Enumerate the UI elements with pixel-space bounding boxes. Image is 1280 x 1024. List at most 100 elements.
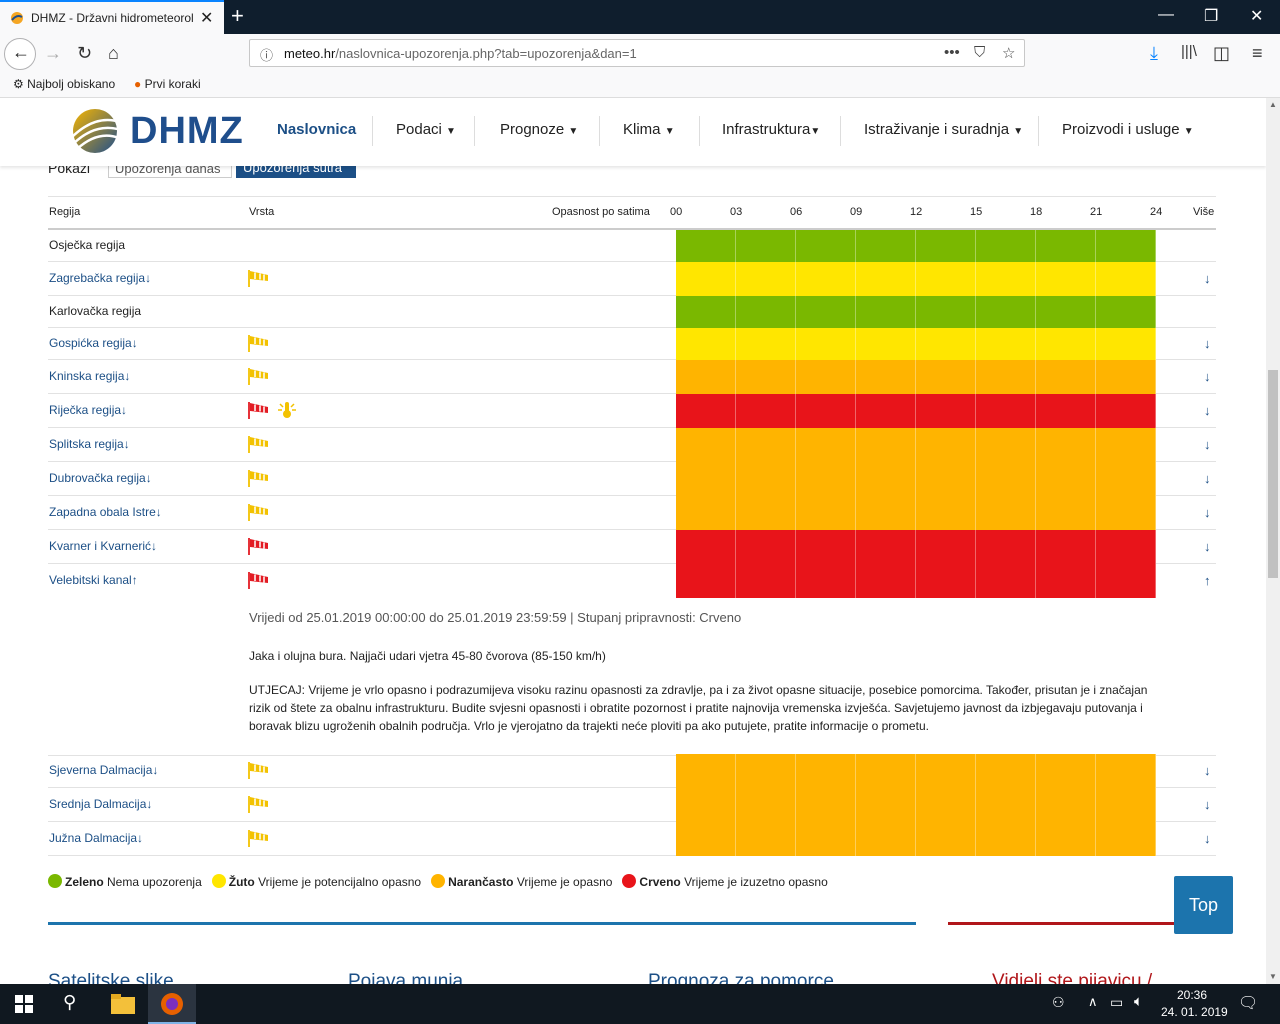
menu-prognoze[interactable]: Prognoze ▼ bbox=[500, 121, 579, 138]
home-icon[interactable]: ⌂ bbox=[108, 43, 119, 63]
expand-arrow-icon[interactable]: ↓ bbox=[1204, 271, 1211, 286]
region-name[interactable]: Kninska regija↓ bbox=[49, 369, 131, 383]
region-name[interactable]: Srednja Dalmacija↓ bbox=[49, 797, 153, 811]
menu-klima[interactable]: Klima ▼ bbox=[623, 121, 675, 138]
hour-segment bbox=[916, 788, 976, 822]
region-name[interactable]: Splitska regija↓ bbox=[49, 437, 130, 451]
table-row[interactable]: Zagrebačka regija↓ ↓ bbox=[48, 262, 1216, 296]
windows-start-icon[interactable] bbox=[15, 995, 33, 1013]
forward-icon[interactable]: → bbox=[44, 43, 62, 63]
menu-podaci[interactable]: Podaci ▼ bbox=[396, 121, 456, 138]
table-row[interactable]: Kninska regija↓ ↓ bbox=[48, 360, 1216, 394]
scrollbar-thumb[interactable] bbox=[1268, 370, 1278, 578]
region-name[interactable]: Kvarner i Kvarnerić↓ bbox=[49, 539, 158, 553]
window-close-icon[interactable]: ✕ bbox=[1250, 8, 1264, 25]
sidebar-icon[interactable]: ◫ bbox=[1213, 43, 1231, 63]
table-row[interactable]: Zapadna obala Istre↓ ↓ bbox=[48, 496, 1216, 530]
region-name[interactable]: Zagrebačka regija↓ bbox=[49, 271, 152, 285]
notifications-icon[interactable]: 🗨︎ bbox=[1238, 995, 1259, 1012]
region-name[interactable]: Zapadna obala Istre↓ bbox=[49, 505, 162, 519]
footer-sailors[interactable]: Prognoza za pomorce bbox=[648, 971, 834, 984]
file-explorer-icon[interactable] bbox=[111, 994, 135, 1014]
footer-lightning[interactable]: Pojava munja bbox=[348, 971, 464, 984]
hour-segment bbox=[796, 428, 856, 462]
expand-arrow-icon[interactable]: ↓ bbox=[1204, 369, 1211, 384]
page-actions-icon[interactable]: ••• bbox=[944, 44, 960, 61]
footer-waterspout[interactable]: Vidjeli ste pijavicu / bbox=[992, 971, 1153, 984]
back-button[interactable]: ← bbox=[4, 38, 36, 70]
people-icon[interactable]: ⚇ bbox=[1052, 994, 1065, 1010]
footer-satellite[interactable]: Satelitske slike bbox=[48, 971, 174, 984]
legend-dot-icon bbox=[211, 874, 226, 888]
region-name[interactable]: Riječka regija↓ bbox=[49, 403, 128, 417]
expand-arrow-icon[interactable]: ↓ bbox=[1204, 797, 1211, 812]
region-name[interactable]: Sjeverna Dalmacija↓ bbox=[49, 763, 159, 777]
table-row[interactable]: Velebitski kanal↑ ↑ bbox=[48, 564, 1216, 756]
table-row[interactable]: Južna Dalmacija↓ ↓ bbox=[48, 822, 1216, 856]
table-row[interactable]: Dubrovačka regija↓ ↓ bbox=[48, 462, 1216, 496]
expand-arrow-icon[interactable]: ↓ bbox=[1204, 471, 1211, 486]
hour-segment bbox=[1096, 788, 1156, 822]
download-icon[interactable]: ⤓ bbox=[1150, 43, 1158, 63]
region-name[interactable]: Dubrovačka regija↓ bbox=[49, 471, 152, 485]
table-row[interactable]: Srednja Dalmacija↓ ↓ bbox=[48, 788, 1216, 822]
region-name[interactable]: Južna Dalmacija↓ bbox=[49, 831, 144, 845]
page-scrollbar[interactable]: ▲ ▼ bbox=[1266, 98, 1280, 984]
region-name[interactable]: Velebitski kanal↑ bbox=[49, 573, 138, 587]
expand-arrow-icon[interactable]: ↓ bbox=[1204, 403, 1211, 418]
network-icon[interactable]: ▭ bbox=[1110, 994, 1124, 1010]
wind-sock-icon bbox=[248, 761, 270, 779]
clock-time[interactable]: 20:36 bbox=[1177, 988, 1208, 1002]
new-tab-icon[interactable]: + bbox=[231, 3, 244, 28]
pocket-icon[interactable]: ⛉ bbox=[974, 44, 986, 61]
scroll-up-icon[interactable]: ▲ bbox=[1269, 100, 1277, 109]
menu-naslovnica[interactable]: Naslovnica bbox=[277, 121, 357, 138]
hour-segment bbox=[916, 230, 976, 262]
hour-segment bbox=[1036, 822, 1096, 856]
hour-segment bbox=[1096, 564, 1156, 598]
expand-arrow-icon[interactable]: ↓ bbox=[1204, 336, 1211, 351]
menu-istrazivanje[interactable]: Istraživanje i suradnja ▼ bbox=[864, 121, 1024, 138]
bookmark-most-visited[interactable]: ⚙ Najbolj obiskano bbox=[13, 77, 116, 91]
taskbar-firefox[interactable] bbox=[148, 984, 196, 1024]
scroll-down-icon[interactable]: ▼ bbox=[1269, 972, 1277, 981]
header-type: Vrsta bbox=[249, 206, 275, 218]
table-row[interactable]: Gospićka regija↓ ↓ bbox=[48, 328, 1216, 360]
table-row[interactable]: Splitska regija↓ ↓ bbox=[48, 428, 1216, 462]
library-icon[interactable]: |||\ bbox=[1181, 43, 1197, 60]
expand-arrow-icon[interactable]: ↓ bbox=[1204, 831, 1211, 846]
expand-arrow-icon[interactable]: ↓ bbox=[1204, 505, 1211, 520]
expand-arrow-icon[interactable]: ↓ bbox=[1204, 437, 1211, 452]
restore-icon[interactable]: ❐ bbox=[1204, 8, 1219, 25]
wind-sock-icon bbox=[248, 269, 270, 287]
dhmz-logo[interactable]: DHMZ bbox=[68, 106, 243, 156]
volume-icon[interactable]: 🔈︎ bbox=[1134, 993, 1144, 1010]
hamburger-menu-icon[interactable]: ≡ bbox=[1252, 43, 1263, 63]
expand-arrow-icon[interactable]: ↓ bbox=[1204, 763, 1211, 778]
bookmark-star-icon[interactable]: ☆ bbox=[1002, 45, 1016, 62]
table-row[interactable]: Sjeverna Dalmacija↓ ↓ bbox=[48, 754, 1216, 788]
browser-tab[interactable]: DHMZ - Državni hidrometeorol ✕ bbox=[0, 0, 224, 34]
minimize-icon[interactable]: — bbox=[1158, 6, 1174, 23]
clock-date[interactable]: 24. 01. 2019 bbox=[1161, 1005, 1228, 1019]
menu-infrastruktura[interactable]: Infrastruktura▼ bbox=[722, 121, 821, 138]
table-row[interactable]: Riječka regija↓ ↓ bbox=[48, 394, 1216, 428]
expand-arrow-icon[interactable]: ↓ bbox=[1204, 539, 1211, 554]
hour-segment bbox=[856, 788, 916, 822]
detail-validity: Vrijedi od 25.01.2019 00:00:00 do 25.01.… bbox=[249, 610, 742, 625]
hour-segment bbox=[676, 530, 736, 564]
tray-expand-icon[interactable]: ∧ bbox=[1088, 994, 1098, 1009]
close-tab-icon[interactable]: ✕ bbox=[200, 10, 214, 27]
search-icon[interactable]: ⚲ bbox=[63, 992, 77, 1012]
menu-proizvodi[interactable]: Proizvodi i usluge ▼ bbox=[1062, 121, 1194, 138]
table-header: Regija Vrsta Opasnost po satima 00 03 06 09… bbox=[48, 196, 1216, 230]
reload-icon[interactable]: ↻ bbox=[77, 43, 93, 63]
region-name[interactable]: Gospićka regija↓ bbox=[49, 336, 138, 350]
hour-label: 09 bbox=[850, 206, 863, 218]
footer-divider-blue bbox=[48, 922, 916, 925]
url-bar[interactable]: ⓘ meteo.hr/naslovnica-upozorenja.php?tab… bbox=[249, 39, 1025, 67]
collapse-arrow-icon[interactable]: ↑ bbox=[1204, 573, 1211, 588]
table-row[interactable]: Kvarner i Kvarnerić↓ ↓ bbox=[48, 530, 1216, 564]
top-button[interactable]: Top bbox=[1174, 876, 1233, 934]
bookmark-first-steps[interactable]: ● Prvi koraki bbox=[134, 77, 201, 91]
